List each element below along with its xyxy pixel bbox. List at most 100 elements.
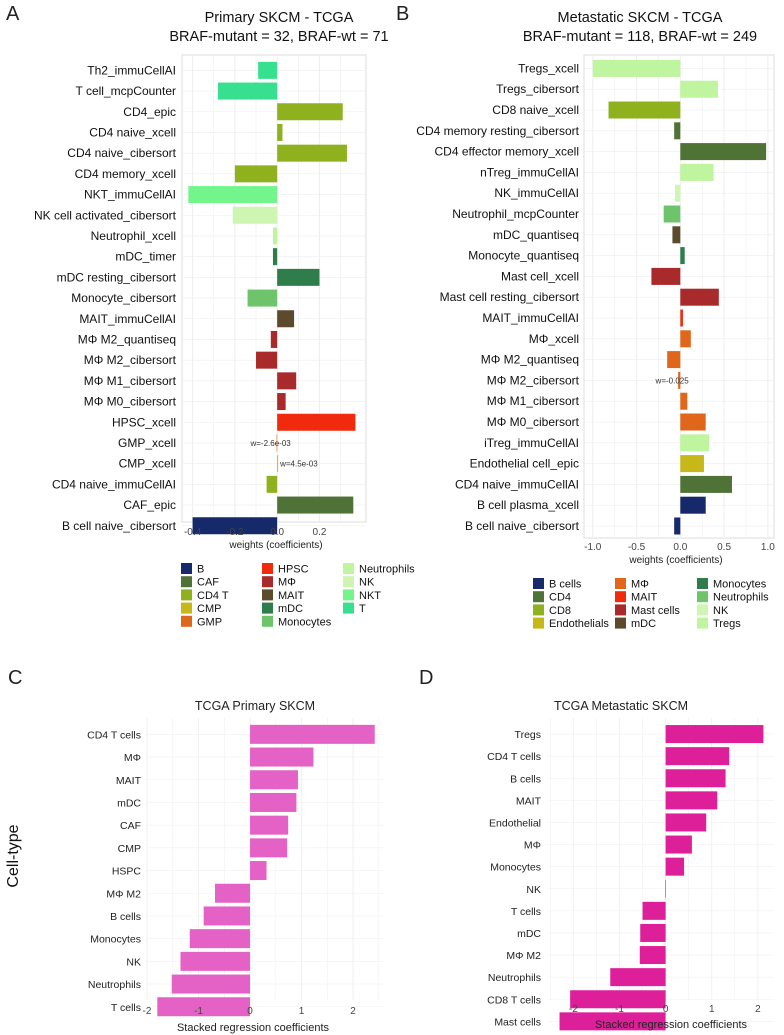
category-label: Monocytes	[490, 862, 541, 874]
bar-neutrophil-xcell	[272, 227, 278, 245]
legend-swatch	[262, 589, 273, 601]
panel-b-title: Metastatic SKCM - TCGA	[558, 10, 723, 26]
panel-a-subtitle: BRAF-mutant = 32, BRAF-wt = 71	[169, 29, 388, 45]
category-label: B cell plasma_xcell	[477, 498, 579, 512]
value-annotation: w=-2.6e-03	[249, 439, 291, 448]
legend-swatch	[181, 615, 192, 627]
category-label: CD4 memory resting_cibersort	[416, 124, 579, 138]
category-label: CD4 naive_immuCellAI	[455, 477, 579, 491]
category-label: Monocyte_cibersort	[71, 291, 176, 305]
x-tick-label: -1	[615, 1004, 624, 1015]
panel-a-bars	[188, 61, 356, 535]
x-tick-label: 0	[247, 1006, 253, 1017]
bar-nkt-immucellai	[188, 186, 278, 204]
bar-neutrophils	[610, 968, 666, 987]
panel-label-d: D	[419, 667, 433, 689]
bar-cd4-naive-xcell	[277, 123, 283, 141]
legend-swatch	[262, 615, 273, 627]
legend-swatch	[533, 591, 544, 603]
category-label: Monocyte_quantiseq	[468, 249, 579, 263]
x-tick-label: 0.2	[313, 527, 327, 538]
category-label: MAIT_immuCellAI	[482, 311, 579, 325]
legend-label: MΦ	[278, 577, 296, 589]
panel-a-title: Primary SKCM - TCGA	[205, 10, 354, 26]
bar-m	[665, 835, 692, 854]
bar-cd4-t-cells	[250, 724, 375, 744]
category-label: MΦ M1_cibersort	[84, 374, 177, 388]
bar-m-m2-cibersort	[678, 371, 681, 389]
panel-a-plot-area	[181, 54, 367, 523]
panel-label-b: B	[396, 3, 409, 25]
bar-neutrophils	[171, 974, 251, 994]
panel-b-annotations: w=-0.025	[655, 376, 690, 385]
legend-swatch	[181, 602, 192, 614]
legend-label: CAF	[197, 577, 219, 589]
category-label: CAF	[120, 820, 141, 832]
panel-d-bars	[559, 725, 764, 1031]
panel-d-x-axis-label: Stacked regression coefficients	[595, 1019, 748, 1031]
bar-cd4-epic	[277, 103, 343, 121]
bar-cd4-naive-immucellai	[680, 475, 732, 493]
bar-endothelial	[665, 813, 707, 832]
bar-mast-cell-resting-cibersort	[680, 288, 719, 306]
x-tick-label: 0.0	[673, 542, 687, 553]
bar-m	[250, 747, 314, 767]
x-tick-label: 2	[755, 1004, 761, 1015]
bar-cd8-naive-xcell	[608, 101, 681, 119]
bar-mait	[665, 791, 718, 810]
category-label: CD4 effector memory_xcell	[435, 145, 580, 159]
category-label: Neutrophils	[88, 979, 141, 991]
bar-hpsc-xcell	[277, 413, 356, 431]
category-label: T cells	[111, 1002, 141, 1014]
bar-m-m2-quantiseq	[667, 351, 681, 369]
bar-monocyte-cibersort	[247, 289, 278, 307]
legend-swatch	[181, 576, 192, 588]
x-tick-label: -1.0	[584, 542, 602, 553]
panel-d-x-ticks: -2 -1 0 1 2	[569, 1004, 761, 1015]
legend-label: Endothelials	[549, 618, 609, 630]
bar-nk-cell-activated-cibersort	[232, 206, 278, 224]
bar-cd4-t-cells	[665, 747, 730, 766]
bar-m-xcell	[680, 330, 691, 348]
panel-c-categories: CD4 T cells MΦ MAIT mDC CAF CMP HSPC MΦ M2 B cel…	[87, 729, 141, 1013]
category-label: Monocytes	[90, 934, 141, 946]
panel-c-x-axis-label: Stacked regression coefficients	[177, 1022, 330, 1034]
bar-cd4-memory-resting-cibersort	[674, 122, 681, 140]
x-tick-label: -2	[569, 1004, 578, 1015]
category-label: HPSC_xcell	[112, 415, 176, 429]
bar-t-cell-mcpcounter	[217, 82, 278, 100]
legend-swatch	[697, 617, 708, 629]
x-tick-label: 1	[709, 1004, 715, 1015]
panel-a-annotations: w=-2.6e-03 w=4.5e-03	[249, 439, 318, 469]
bar-endothelial-cell-epic	[680, 455, 704, 473]
category-label: Th2_immuCellAI	[87, 63, 176, 77]
legend-label: mDC	[631, 618, 656, 630]
bar-itreg-immucellai	[680, 434, 710, 452]
legend-swatch	[262, 602, 273, 614]
x-tick-label: -2	[143, 1006, 152, 1017]
legend-swatch	[697, 604, 708, 616]
x-tick-label: -0.2	[226, 527, 244, 538]
bar-monocytes	[665, 857, 685, 876]
category-label: B cell naive_cibersort	[465, 519, 580, 533]
legend-swatch	[181, 589, 192, 601]
bar-m-m2	[215, 883, 251, 903]
category-label: B cell naive_cibersort	[62, 519, 177, 533]
category-label: CD4 memory_xcell	[75, 167, 176, 181]
category-label: Neutrophil_xcell	[91, 229, 176, 243]
bar-nk	[665, 879, 666, 898]
legend-label: GMP	[197, 616, 222, 628]
legend-swatch	[697, 578, 708, 589]
bar-mdc-timer	[272, 248, 278, 266]
category-label: CD4_epic	[123, 105, 176, 119]
bar-mdc-quantiseq	[672, 226, 681, 244]
legend-label: T	[359, 603, 366, 615]
category-label: MΦ M1_cibersort	[487, 394, 580, 408]
category-label: Neutrophil_mcpCounter	[452, 207, 579, 221]
legend-swatch	[181, 563, 192, 574]
legend-swatch	[533, 604, 544, 616]
x-tick-label: -0.4	[184, 527, 202, 538]
bar-b-cell-naive-cibersort	[674, 517, 681, 535]
bar-hspc	[250, 861, 267, 881]
